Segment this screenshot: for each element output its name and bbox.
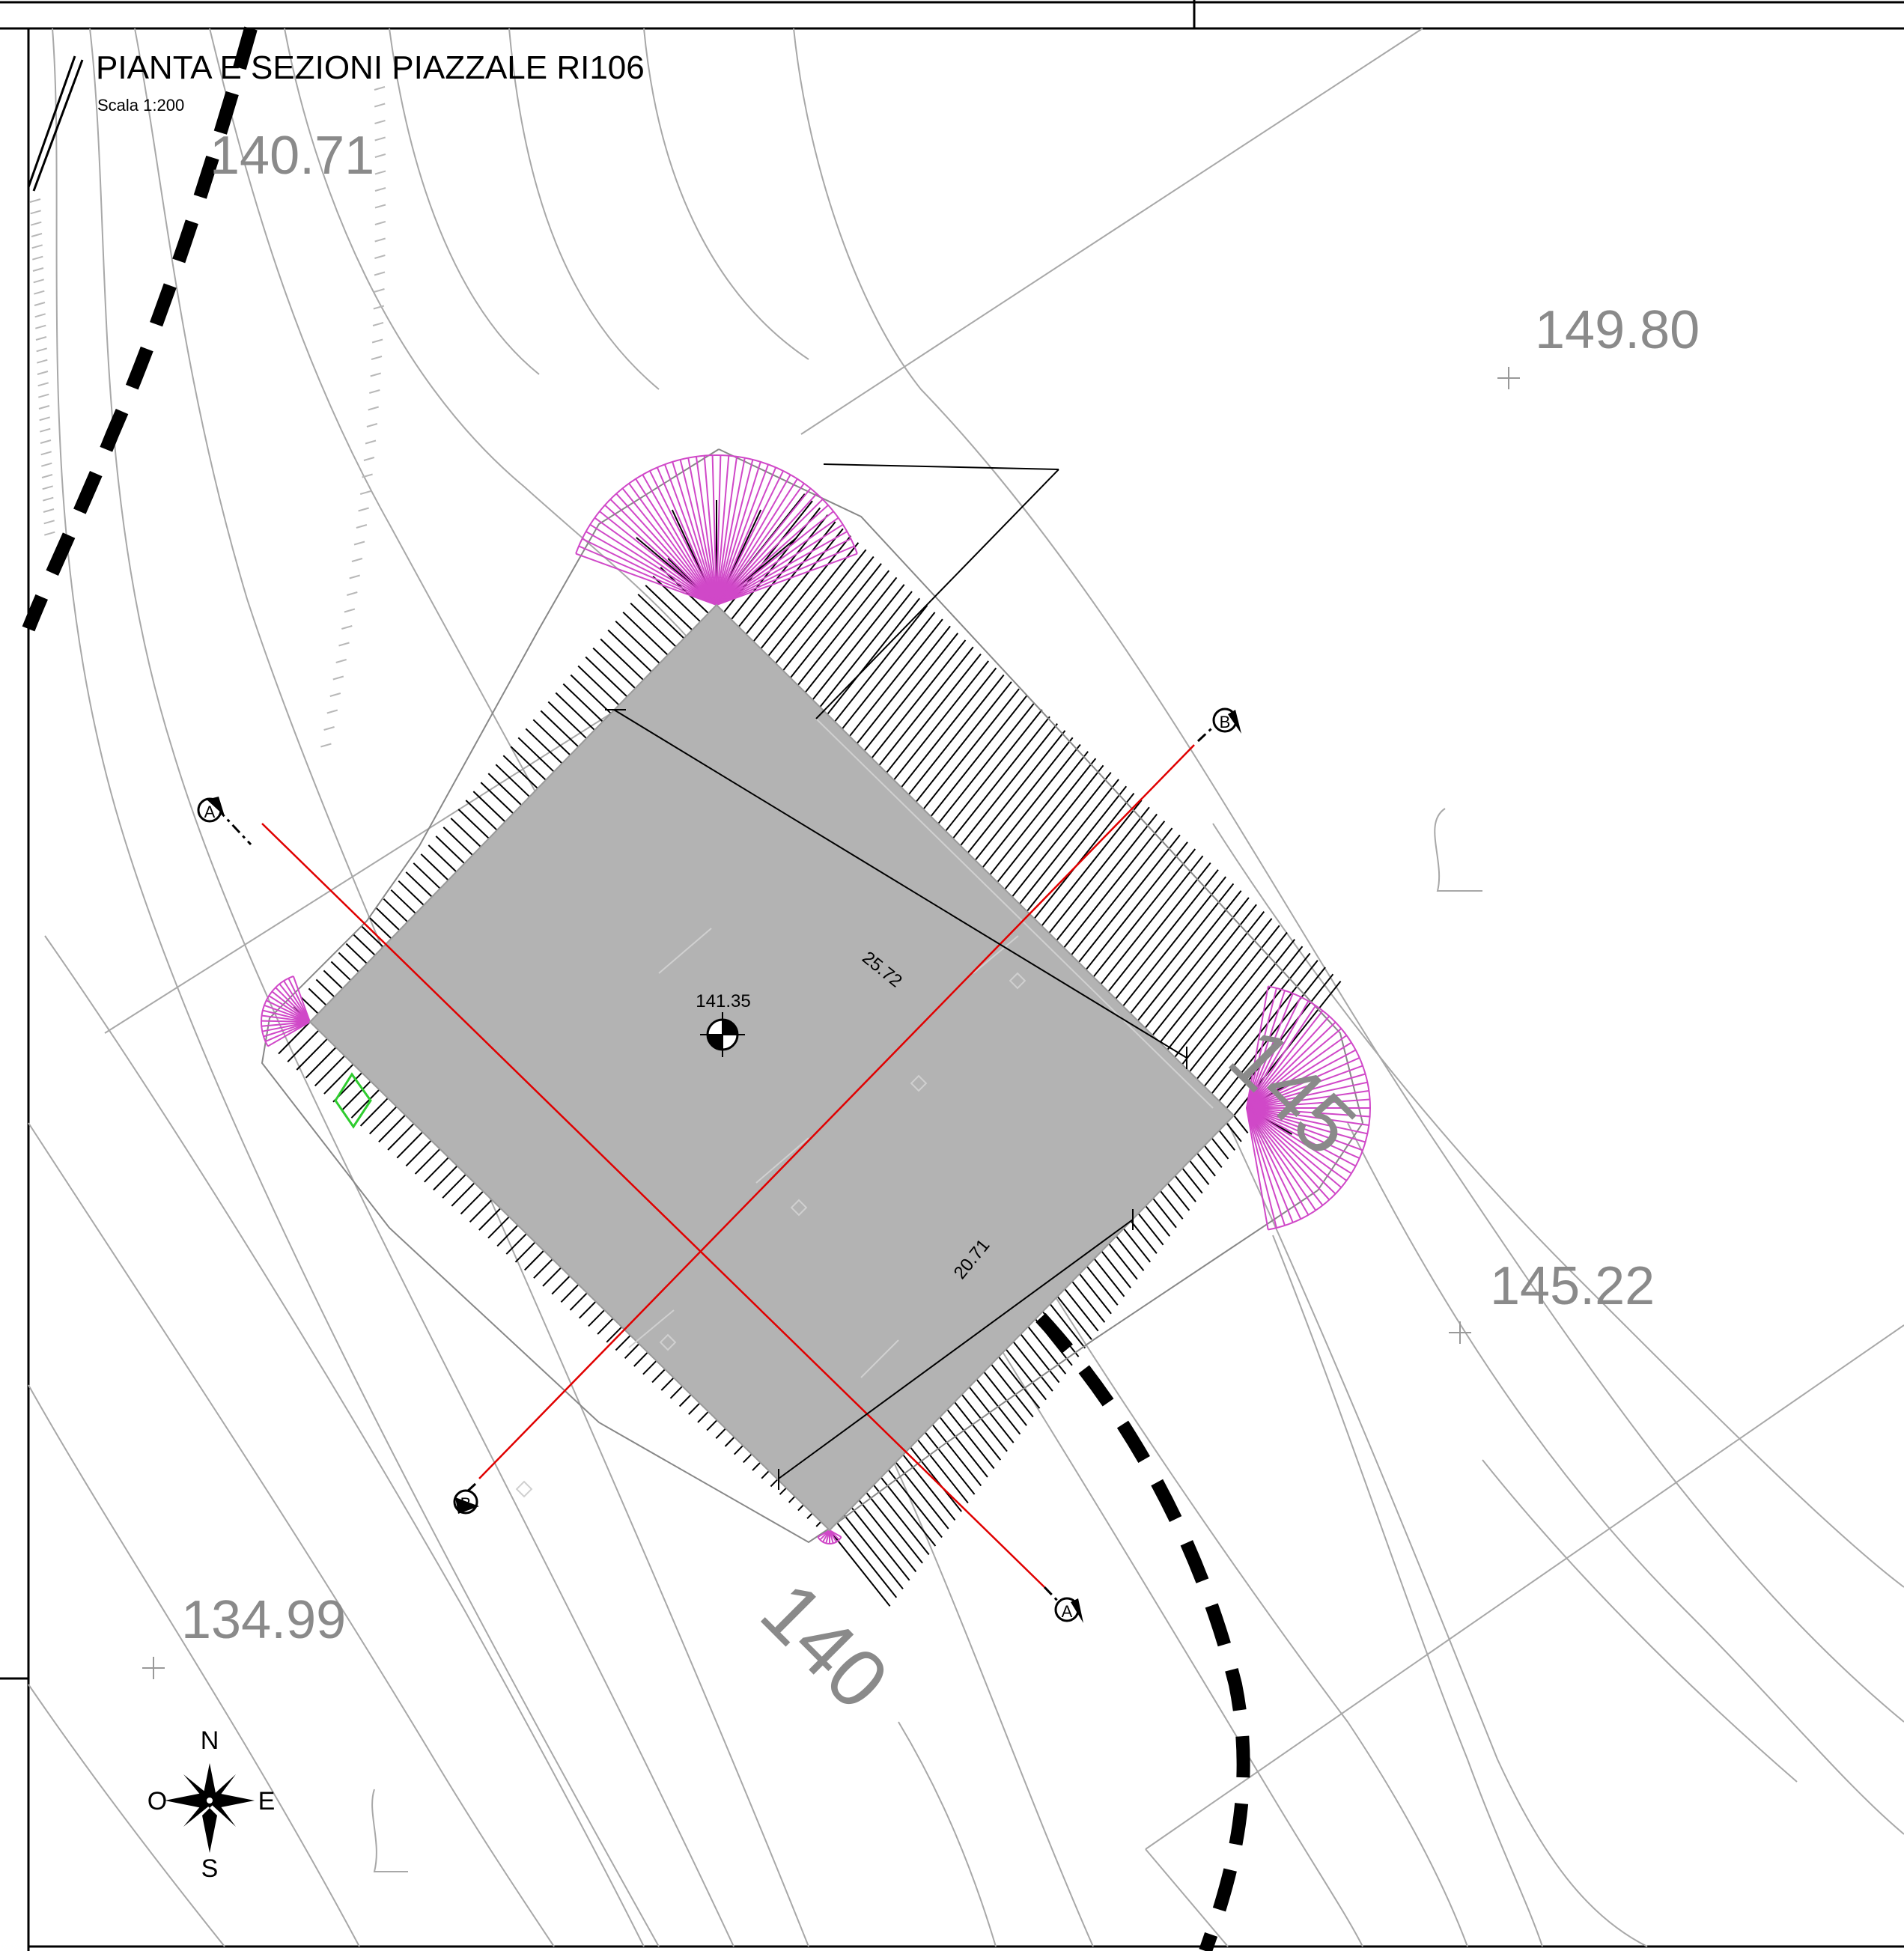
platform-elevation: 141.35 xyxy=(696,991,750,1011)
platform-area xyxy=(308,603,1235,1532)
section-marker-a-bottom: A xyxy=(1054,1597,1083,1623)
boundary-line xyxy=(22,26,1250,1951)
spot-elevation-1: 140.71 xyxy=(210,126,374,186)
spot-elevation-3: 145.22 xyxy=(1490,1256,1655,1316)
contour-label-145: 145 xyxy=(1211,1011,1374,1173)
svg-text:B: B xyxy=(460,1494,472,1513)
drawing-title: PIANTA E SEZIONI PIAZZALE RI106 xyxy=(96,49,645,86)
platform-inner-marks xyxy=(515,718,1214,1498)
svg-text:B: B xyxy=(1220,713,1231,731)
slope-ticks-upper-left xyxy=(29,86,386,748)
compass-south: S xyxy=(201,1854,219,1883)
benchmark-symbol xyxy=(700,1012,745,1057)
compass-west: O xyxy=(147,1787,167,1815)
dimension-lines xyxy=(605,463,1187,1490)
green-marker xyxy=(334,1072,372,1129)
section-marker-b-bottom: B xyxy=(453,1489,479,1515)
svg-text:A: A xyxy=(204,803,216,821)
spot-elevation-4: 134.99 xyxy=(181,1590,346,1650)
wall-line xyxy=(27,55,84,192)
drawing-scale: Scala 1:200 xyxy=(97,96,184,115)
compass-north: N xyxy=(201,1726,219,1755)
spot-elevation-crosses xyxy=(142,367,1520,1679)
compass-east: E xyxy=(258,1787,276,1815)
compass-rose: N S E O xyxy=(147,1726,276,1883)
section-marker-a-top: A xyxy=(197,797,225,823)
section-lines xyxy=(261,744,1195,1588)
svg-text:A: A xyxy=(1062,1602,1073,1621)
slope-fans xyxy=(261,454,1371,1544)
contour-lines xyxy=(28,28,1904,1947)
slope-hatching xyxy=(278,493,1342,1607)
spot-elevation-2: 149.80 xyxy=(1535,300,1700,360)
section-marker-b-top: B xyxy=(1212,707,1241,734)
contour-label-140: 140 xyxy=(743,1565,906,1727)
